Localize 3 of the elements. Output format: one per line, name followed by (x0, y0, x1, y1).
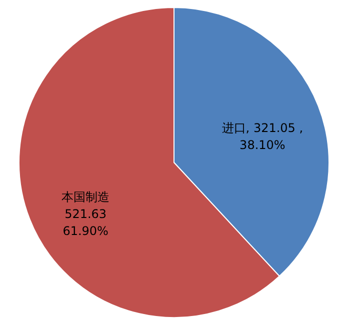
slice-label: 本国制造 (62, 190, 110, 204)
slice-label: 进口, 321.05 , 38.10% (222, 120, 304, 152)
data-label: 521.63 61.90% (62, 207, 108, 238)
